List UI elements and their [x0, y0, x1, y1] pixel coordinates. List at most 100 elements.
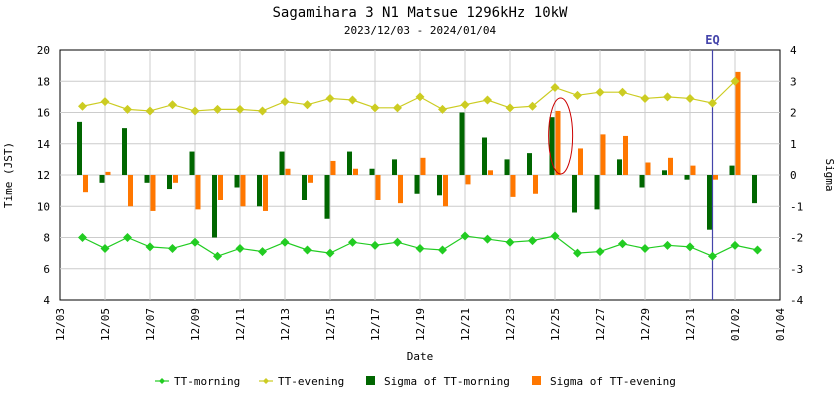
- bar-sigma-evening: [330, 160, 336, 175]
- bars: [77, 71, 757, 238]
- tt-evening-point: [730, 76, 740, 86]
- y-tick-right: -1: [790, 200, 803, 213]
- tt-morning-point: [303, 245, 312, 255]
- bar-sigma-evening: [173, 175, 178, 183]
- legend-bar-swatch: [366, 376, 375, 385]
- tt-evening-point: [235, 104, 245, 114]
- bar-sigma-evening: [510, 175, 516, 197]
- tt-morning-point: [348, 237, 357, 247]
- y-tick-right: 3: [790, 75, 797, 88]
- bar-sigma-evening: [600, 134, 606, 175]
- tt-evening-point: [595, 87, 605, 97]
- x-tick-label: 12/23: [504, 308, 517, 341]
- tt-evening-point: [528, 101, 537, 111]
- legend-label: TT-evening: [278, 375, 344, 388]
- bar-sigma-morning: [527, 153, 532, 175]
- bar-sigma-evening: [375, 175, 381, 200]
- bar-sigma-evening: [105, 171, 111, 175]
- tt-morning-point: [573, 248, 582, 258]
- tt-morning-point: [168, 243, 177, 253]
- tt-evening-point: [393, 103, 402, 113]
- x-tick-label: 12/07: [144, 308, 157, 341]
- bar-sigma-morning: [662, 170, 667, 175]
- bar-sigma-evening: [623, 135, 628, 175]
- x-tick-label: 12/25: [549, 308, 562, 341]
- y-tick-left: 6: [43, 263, 50, 276]
- bar-sigma-morning: [752, 175, 757, 204]
- grid: [60, 50, 780, 300]
- tt-morning-point: [640, 243, 650, 253]
- bar-sigma-morning: [594, 175, 600, 210]
- chart-subtitle: 2023/12/03 - 2024/01/04: [344, 24, 497, 37]
- bar-sigma-evening: [555, 110, 561, 175]
- bar-sigma-evening: [240, 175, 246, 207]
- chart-title: Sagamihara 3 N1 Matsue 1296kHz 10kW: [272, 5, 568, 21]
- tt-evening-point: [640, 93, 650, 103]
- bar-sigma-morning: [257, 175, 262, 207]
- bar-sigma-evening: [353, 168, 358, 175]
- tt-evening-point: [505, 103, 515, 113]
- tt-morning-point: [438, 245, 447, 255]
- x-tick-label: 12/17: [369, 308, 382, 341]
- tt-evening-point: [708, 98, 717, 108]
- bar-sigma-morning: [99, 175, 105, 183]
- tt-morning-point: [483, 234, 492, 244]
- tt-morning-point: [550, 231, 560, 241]
- x-tick-label: 12/03: [54, 308, 67, 341]
- tt-morning-point: [730, 240, 740, 250]
- legend-point-swatch: [159, 378, 165, 384]
- x-tick-label: 01/04: [774, 308, 787, 341]
- legend: TT-morning TT-evening Sigma of TT-morning S…: [155, 375, 676, 388]
- tt-morning-point: [78, 233, 87, 242]
- bar-sigma-morning: [729, 165, 735, 175]
- tt-morning-point: [325, 248, 335, 258]
- bar-sigma-evening: [398, 175, 403, 204]
- tt-evening-line: [82, 80, 736, 112]
- bar-sigma-evening: [735, 71, 741, 175]
- tt-morning-point: [528, 236, 537, 246]
- tt-evening-point: [303, 100, 312, 110]
- tt-evening-point: [483, 95, 492, 105]
- bar-sigma-evening: [128, 175, 133, 207]
- legend-label: Sigma of TT-evening: [550, 375, 676, 388]
- tt-morning-point: [685, 242, 695, 252]
- tt-evening-point: [415, 92, 425, 102]
- tt-evening-point: [438, 104, 447, 114]
- tt-evening-point: [685, 93, 695, 103]
- y-axis-title-left: Time (JST): [2, 142, 15, 208]
- x-tick-label: 12/11: [234, 308, 247, 341]
- x-tick-label: 12/27: [594, 308, 607, 341]
- tt-evening-point: [370, 103, 380, 113]
- tt-evening-point: [123, 104, 132, 114]
- tt-evening-point: [663, 92, 672, 102]
- y-tick-right: -2: [790, 232, 803, 245]
- tt-morning-point: [595, 247, 605, 257]
- eq-label: EQ: [705, 33, 719, 47]
- bar-sigma-morning: [122, 128, 127, 175]
- bar-sigma-morning: [347, 151, 352, 175]
- y-tick-right: -3: [790, 263, 803, 276]
- tt-evening-point: [213, 104, 222, 114]
- tt-morning-point: [190, 237, 200, 247]
- bar-sigma-evening: [578, 148, 583, 175]
- tt-morning-point: [393, 237, 402, 247]
- y-tick-right: 4: [790, 44, 797, 57]
- bar-sigma-morning: [459, 112, 465, 175]
- bar-sigma-evening: [195, 175, 201, 210]
- y-tick-right: 1: [790, 138, 797, 151]
- y-tick-left: 12: [37, 169, 50, 182]
- lines: [78, 76, 762, 261]
- tt-morning-point: [123, 233, 132, 242]
- tt-morning-point: [370, 240, 380, 250]
- legend-label: Sigma of TT-morning: [384, 375, 510, 388]
- x-tick-label: 12/19: [414, 308, 427, 341]
- tt-morning-point: [460, 231, 470, 241]
- y-tick-right: -4: [790, 294, 804, 307]
- y-tick-right: 2: [790, 107, 797, 120]
- tt-evening-point: [550, 83, 560, 92]
- bar-sigma-morning: [279, 151, 285, 175]
- bar-sigma-evening: [308, 175, 313, 183]
- tt-evening-point: [573, 90, 582, 100]
- tt-evening-point: [168, 100, 177, 110]
